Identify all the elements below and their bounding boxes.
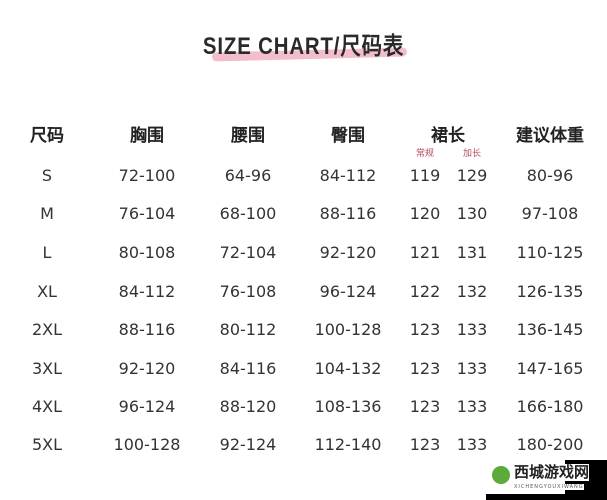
table-cell: 80-112: [219, 320, 277, 339]
table-cell: 92-120: [118, 359, 176, 378]
table-cell: 166-180: [516, 397, 584, 416]
table-cell: 84-112: [319, 166, 377, 185]
table-cell: 133: [456, 435, 488, 454]
table-cell: 96-124: [319, 282, 377, 301]
table-cell: 123: [409, 359, 441, 378]
table-cell: 72-104: [219, 243, 277, 262]
table-cell: 108-136: [314, 397, 382, 416]
table-cell: 97-108: [521, 204, 579, 223]
table-cell: 119: [409, 166, 441, 185]
watermark-logo-icon: [492, 466, 510, 484]
table-cell: 131: [456, 243, 488, 262]
watermark: 西城游戏网 XICHENGYOUXIWANG: [470, 460, 607, 500]
table-cell: 96-124: [118, 397, 176, 416]
table-cell: XL: [37, 282, 57, 301]
table-cell: 100-128: [314, 320, 382, 339]
table-cell: 126-135: [516, 282, 584, 301]
table-cell: 133: [456, 359, 488, 378]
table-cell: 72-100: [118, 166, 176, 185]
table-cell: 123: [409, 435, 441, 454]
table-cell: 92-124: [219, 435, 277, 454]
table-cell: 80-96: [526, 166, 574, 185]
table-cell: 76-108: [219, 282, 277, 301]
table-cell: 2XL: [31, 320, 63, 339]
table-cell: 88-116: [319, 204, 377, 223]
table-cell: 132: [456, 282, 488, 301]
table-cell: 123: [409, 397, 441, 416]
table-cell: 88-120: [219, 397, 277, 416]
page-title: SIZE CHART/尺码表: [202, 33, 405, 60]
column-header: 尺码: [30, 126, 64, 146]
watermark-name: 西城游戏网: [514, 463, 590, 481]
table-cell: 76-104: [118, 204, 176, 223]
table-cell: L: [42, 243, 52, 262]
table-cell: 3XL: [31, 359, 63, 378]
table-cell: 129: [456, 166, 488, 185]
table-cell: 133: [456, 320, 488, 339]
table-cell: 80-108: [118, 243, 176, 262]
table-cell: 4XL: [31, 397, 63, 416]
column-header: 建议体重: [516, 126, 584, 146]
column-header: 腰围: [231, 126, 265, 146]
watermark-pinyin: XICHENGYOUXIWANG: [514, 484, 584, 490]
table-cell: 112-140: [314, 435, 382, 454]
table-cell: 180-200: [516, 435, 584, 454]
table-cell: 133: [456, 397, 488, 416]
table-cell: 104-132: [314, 359, 382, 378]
table-cell: 120: [409, 204, 441, 223]
column-header: 臀围: [331, 126, 365, 146]
table-cell: 121: [409, 243, 441, 262]
table-cell: 123: [409, 320, 441, 339]
table-cell: M: [40, 204, 54, 223]
table-cell: 64-96: [224, 166, 272, 185]
table-cell: 136-145: [516, 320, 584, 339]
table-cell: 147-165: [516, 359, 584, 378]
skirt-sub-header: 加长: [462, 149, 482, 159]
table-cell: 92-120: [319, 243, 377, 262]
skirt-sub-header: 常规: [415, 149, 435, 159]
table-cell: 130: [456, 204, 488, 223]
table-cell: 100-128: [113, 435, 181, 454]
table-cell: 84-116: [219, 359, 277, 378]
table-cell: 88-116: [118, 320, 176, 339]
table-cell: S: [41, 166, 53, 185]
table-cell: 68-100: [219, 204, 277, 223]
table-cell: 110-125: [516, 243, 584, 262]
table-cell: 122: [409, 282, 441, 301]
table-cell: 5XL: [31, 435, 63, 454]
black-strip: [486, 494, 607, 500]
column-header: 胸围: [130, 126, 164, 146]
column-header: 裙长: [431, 126, 465, 146]
table-cell: 84-112: [118, 282, 176, 301]
